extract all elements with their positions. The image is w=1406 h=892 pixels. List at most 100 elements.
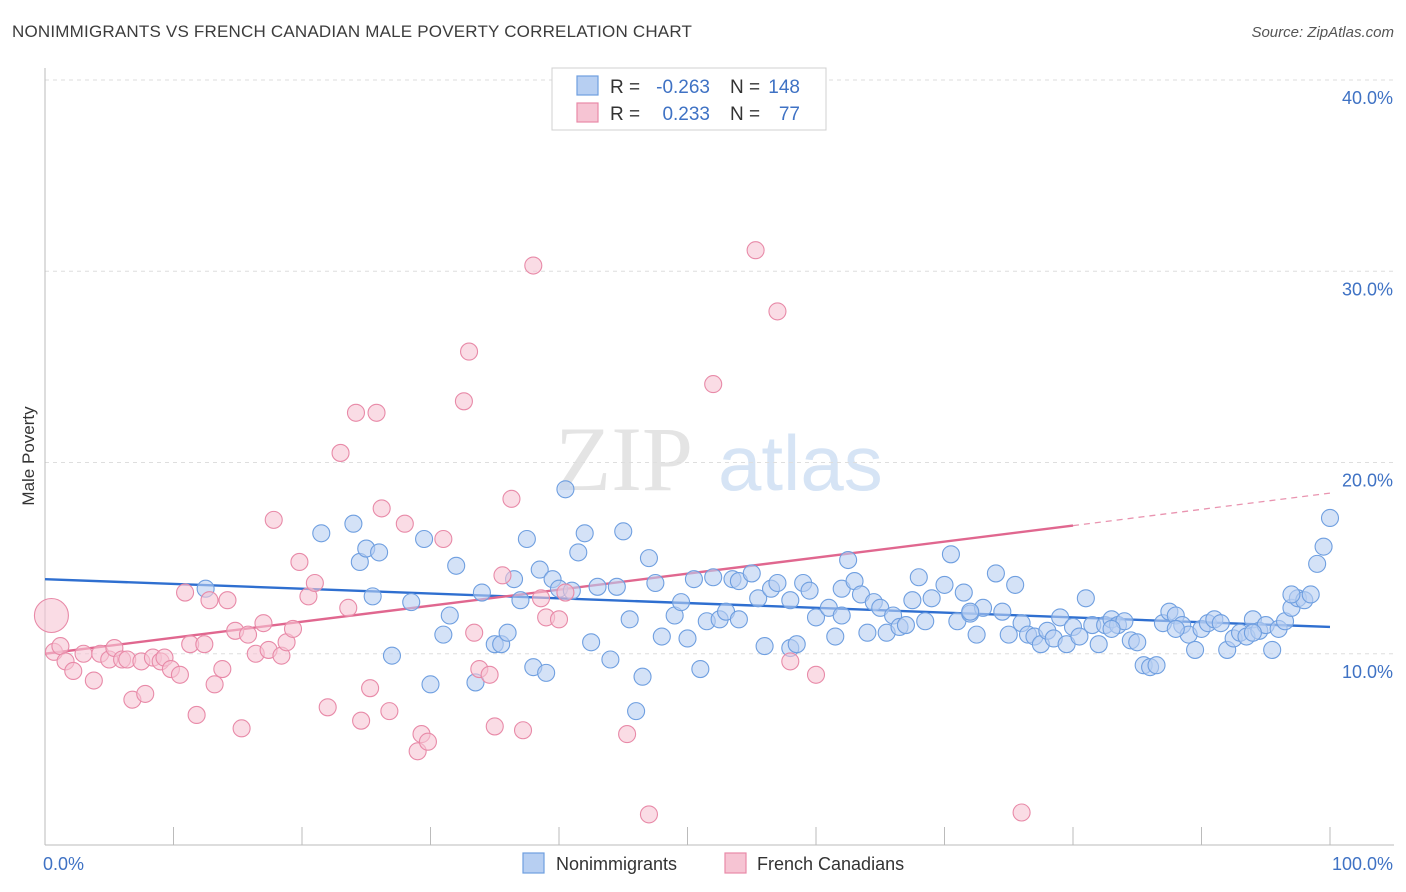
y-axis-title: Male Poverty: [19, 406, 38, 506]
point-nonimmigrants: [691, 659, 710, 679]
point-nonimmigrants: [1089, 635, 1108, 654]
point-nonimmigrants: [652, 627, 671, 646]
point-nonimmigrants: [903, 591, 922, 610]
point-french-canadians: [639, 805, 659, 824]
y-tick-label: 10.0%: [1342, 662, 1393, 682]
point-french-canadians: [218, 591, 237, 610]
point-french-canadians: [290, 552, 309, 572]
point-nonimmigrants: [999, 625, 1018, 644]
point-nonimmigrants: [1263, 640, 1282, 659]
legend-swatch-nonimmigrants: [576, 75, 599, 96]
point-nonimmigrants: [1051, 608, 1070, 627]
point-french-canadians: [84, 671, 103, 690]
point-nonimmigrants: [1282, 585, 1301, 604]
stats-legend: R = -0.263 N = 148 R = 0.233 N = 77: [551, 67, 827, 131]
point-nonimmigrants: [517, 529, 536, 549]
point-nonimmigrants: [1070, 627, 1089, 646]
point-nonimmigrants: [415, 529, 434, 549]
point-nonimmigrants: [935, 575, 954, 594]
point-nonimmigrants: [742, 564, 761, 583]
point-nonimmigrants: [993, 602, 1012, 621]
point-french-canadians: [232, 719, 251, 738]
point-french-canadians: [238, 625, 258, 644]
y-tick-label: 30.0%: [1342, 279, 1393, 299]
point-french-canadians: [74, 644, 93, 663]
point-french-canadians: [195, 635, 214, 654]
point-nonimmigrants: [344, 514, 363, 533]
point-nonimmigrants: [440, 606, 459, 625]
point-french-canadians: [367, 403, 386, 422]
stats-r-label-1: R =: [610, 77, 640, 98]
point-nonimmigrants: [1308, 554, 1327, 573]
point-nonimmigrants: [749, 589, 768, 608]
point-nonimmigrants: [967, 625, 986, 644]
point-french-canadians: [283, 619, 303, 638]
point-nonimmigrants: [363, 587, 382, 606]
point-nonimmigrants: [1301, 585, 1320, 604]
point-french-canadians: [331, 443, 350, 462]
point-french-canadians: [618, 725, 637, 744]
point-nonimmigrants: [575, 524, 594, 543]
chart-title: NONIMMIGRANTS VS FRENCH CANADIAN MALE PO…: [12, 22, 693, 41]
point-nonimmigrants: [1186, 640, 1205, 659]
svg-text:ZIP: ZIP: [555, 408, 693, 510]
x-tick-label: 100.0%: [1332, 854, 1393, 874]
point-french-canadians: [418, 732, 437, 751]
point-nonimmigrants: [646, 573, 665, 593]
y-tick-label: 40.0%: [1342, 88, 1393, 108]
point-nonimmigrants: [607, 577, 626, 596]
point-nonimmigrants: [941, 545, 960, 564]
point-french-canadians: [454, 392, 473, 411]
axes: 0.0% 100.0%: [43, 68, 1394, 874]
point-nonimmigrants: [1243, 623, 1262, 642]
point-nonimmigrants: [839, 550, 858, 570]
point-nonimmigrants: [1147, 656, 1166, 675]
point-french-canadians: [459, 342, 479, 361]
bottom-legend: Nonimmigrants French Canadians: [522, 852, 904, 874]
legend-swatch-french-canadians: [576, 102, 599, 123]
point-french-canadians: [480, 665, 499, 684]
point-nonimmigrants: [729, 610, 748, 629]
point-nonimmigrants: [382, 646, 402, 665]
point-nonimmigrants: [530, 560, 549, 579]
point-nonimmigrants: [1314, 537, 1333, 556]
stats-n-label-1: N =: [730, 77, 760, 98]
point-nonimmigrants: [922, 589, 941, 608]
point-french-canadians: [33, 597, 69, 634]
point-nonimmigrants: [370, 543, 389, 562]
point-nonimmigrants: [961, 602, 980, 621]
stats-r-value-1: -0.263: [656, 77, 710, 98]
point-nonimmigrants: [826, 627, 845, 646]
point-french-canadians: [768, 302, 787, 321]
point-nonimmigrants: [672, 593, 691, 612]
point-french-canadians: [361, 679, 380, 698]
point-nonimmigrants: [472, 583, 491, 602]
y-tick-label: 20.0%: [1342, 471, 1393, 491]
stats-r-value-2: 0.233: [662, 104, 710, 125]
bottom-legend-label-french-canadians: French Canadians: [757, 854, 904, 874]
point-nonimmigrants: [601, 650, 620, 669]
point-nonimmigrants: [421, 675, 440, 694]
point-french-canadians: [704, 375, 723, 394]
point-french-canadians: [395, 514, 414, 533]
point-french-canadians: [318, 698, 337, 717]
point-nonimmigrants: [806, 608, 826, 627]
point-french-canadians: [465, 623, 484, 642]
point-nonimmigrants: [434, 625, 453, 644]
point-french-canadians: [781, 652, 800, 671]
point-nonimmigrants: [498, 623, 517, 642]
point-french-canadians: [200, 591, 219, 610]
point-french-canadians: [339, 598, 358, 617]
point-nonimmigrants: [1102, 619, 1121, 638]
point-nonimmigrants: [1166, 619, 1185, 638]
point-nonimmigrants: [986, 564, 1005, 583]
point-french-canadians: [176, 583, 195, 602]
chart-source: Source: ZipAtlas.com: [1251, 24, 1394, 41]
trend-line-extension-french-canadians: [1072, 492, 1331, 527]
point-nonimmigrants: [781, 591, 800, 610]
point-nonimmigrants: [954, 583, 973, 602]
point-nonimmigrants: [569, 543, 588, 562]
point-nonimmigrants: [684, 570, 703, 589]
point-nonimmigrants: [768, 573, 787, 593]
point-french-canadians: [136, 684, 155, 703]
